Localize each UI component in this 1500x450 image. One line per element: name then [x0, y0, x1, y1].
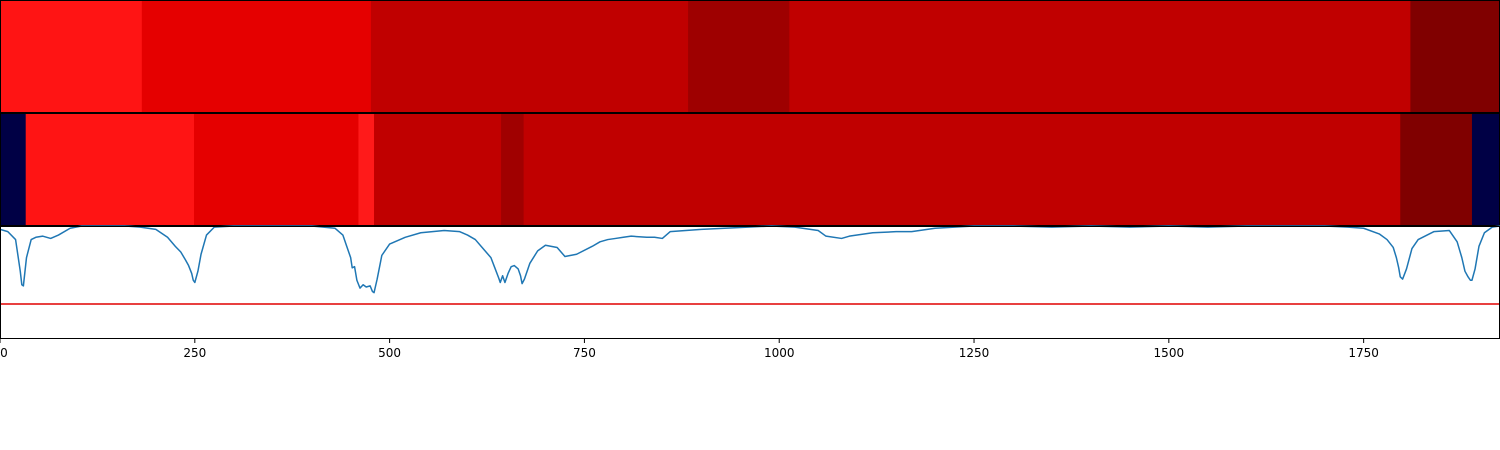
heatmap-middle-segment-5 [501, 113, 525, 226]
heatmap-top-segment-2 [370, 0, 689, 113]
heatmap-panel-top [0, 0, 1500, 113]
heatmap-middle-segment-1 [25, 113, 195, 226]
x-tick-label-6: 1500 [1154, 346, 1185, 360]
x-tick-label-0: 0 [0, 346, 8, 360]
heatmap-middle-segment-2 [194, 113, 360, 226]
x-tick-label-2: 500 [378, 346, 401, 360]
heatmap-middle-segment-4 [374, 113, 502, 226]
x-tick-label-7: 1750 [1348, 346, 1379, 360]
heatmap-top-segment-5 [1410, 0, 1500, 113]
heatmap-middle-segment-8 [1471, 113, 1500, 226]
heatmap-panel-middle [0, 113, 1500, 226]
line-plot-panel-frame [0, 226, 1500, 339]
series-line-0 [0, 225, 1500, 294]
x-axis: 0 250 500 750 1000 1250 1500 1750 [0, 339, 1379, 360]
line-plot-panel [0, 225, 1500, 305]
heatmap-middle-segment-6 [523, 113, 1401, 226]
heatmap-middle-segment-0 [0, 113, 27, 226]
x-tick-label-1: 250 [183, 346, 206, 360]
x-tick-label-3: 750 [573, 346, 596, 360]
heatmap-top-segment-4 [789, 0, 1411, 113]
heatmap-top-segment-1 [141, 0, 372, 113]
x-tick-label-5: 1250 [959, 346, 990, 360]
heatmap-top-segment-0 [0, 0, 143, 113]
heatmap-middle-segment-7 [1400, 113, 1473, 226]
x-tick-label-4: 1000 [764, 346, 795, 360]
heatmap-top-segment-3 [688, 0, 790, 113]
heatmap-middle-segment-3 [358, 113, 375, 226]
